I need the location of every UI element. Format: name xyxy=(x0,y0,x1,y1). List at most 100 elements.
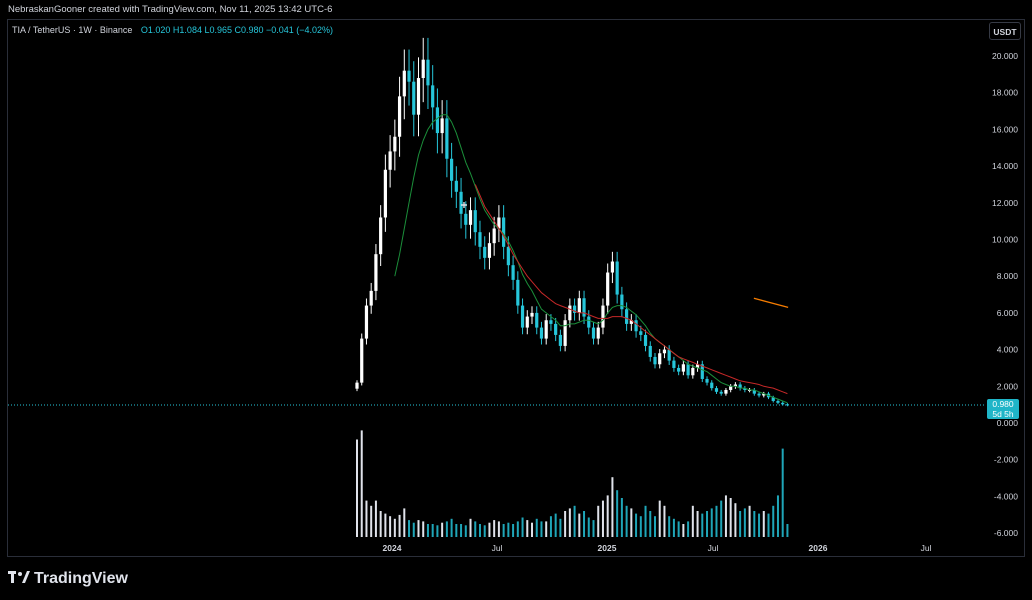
volume-bar xyxy=(758,513,761,537)
volume-bar xyxy=(743,508,746,537)
volume-bar xyxy=(535,518,538,537)
y-tick-label: -2.000 xyxy=(994,455,1018,465)
candle-body xyxy=(714,388,719,392)
candle-body xyxy=(421,59,425,79)
volume-bar xyxy=(469,518,472,537)
candle-body xyxy=(487,243,492,258)
volume-bar xyxy=(625,505,628,537)
volume-bar xyxy=(441,522,444,537)
volume-bar xyxy=(781,448,784,537)
y-tick-label: 20.000 xyxy=(992,51,1018,61)
volume-bar xyxy=(578,513,581,537)
candle-body xyxy=(549,320,553,324)
candle-body xyxy=(402,70,406,97)
candle-body xyxy=(431,85,435,108)
candle-body xyxy=(653,356,657,365)
last-price-tag: 0.980 5d 5h xyxy=(987,399,1019,419)
candle-body xyxy=(729,386,733,390)
candle-body xyxy=(677,367,681,372)
volume-bar xyxy=(422,521,425,537)
currency-button[interactable]: USDT xyxy=(989,22,1021,40)
volume-bar xyxy=(668,516,671,537)
volume-bar xyxy=(583,511,586,537)
candle-body xyxy=(695,364,700,368)
candle-body xyxy=(762,393,766,396)
candle-body xyxy=(620,294,624,310)
candle-body xyxy=(506,246,510,266)
candle-body xyxy=(743,388,747,390)
candle-body xyxy=(397,96,402,137)
volume-bar xyxy=(597,505,600,537)
candle-body xyxy=(355,382,359,389)
volume-bar xyxy=(649,511,652,537)
candle-body xyxy=(724,389,728,394)
candle-body xyxy=(582,298,586,317)
candle-body xyxy=(639,331,643,335)
volume-bar xyxy=(460,524,463,537)
volume-bar xyxy=(710,508,713,537)
candle-body xyxy=(407,70,411,82)
candle-body xyxy=(520,305,525,328)
candle-body xyxy=(710,382,714,389)
candle-body xyxy=(719,391,723,394)
candle-body xyxy=(535,312,539,328)
chart-frame[interactable] xyxy=(7,19,1025,557)
candle-body xyxy=(539,327,544,339)
candle-body xyxy=(776,400,780,403)
candle-body xyxy=(568,305,572,321)
candle-body xyxy=(610,261,615,273)
volume-bar xyxy=(663,505,666,537)
candle-body xyxy=(785,404,790,406)
volume-bar xyxy=(398,514,401,537)
volume-bar xyxy=(502,524,505,537)
volume-bar xyxy=(720,500,723,537)
candle-body xyxy=(615,261,619,295)
symbol-name[interactable]: TIA / TetherUS · 1W · Binance xyxy=(12,25,133,35)
volume-bar xyxy=(507,522,510,537)
y-tick-label: 4.000 xyxy=(997,345,1019,355)
volume-bar xyxy=(512,524,515,537)
x-tick-label: 2025 xyxy=(598,543,617,553)
y-tick-label: 14.000 xyxy=(992,161,1018,171)
candle-body xyxy=(572,305,577,313)
candle-body xyxy=(658,353,662,365)
candle-body xyxy=(440,118,444,134)
candle-body xyxy=(738,384,742,389)
volume-bar xyxy=(426,524,429,537)
volume-bar xyxy=(408,520,411,537)
x-tick-label: Jul xyxy=(921,543,932,553)
tradingview-watermark[interactable]: TradingView xyxy=(8,570,128,588)
volume-bar xyxy=(403,508,406,537)
candle-body xyxy=(591,327,596,339)
volume-bar xyxy=(772,505,775,537)
volume-bar xyxy=(620,498,623,537)
candle-body xyxy=(374,254,378,291)
volume-bar xyxy=(606,495,609,537)
candle-body xyxy=(492,228,496,244)
volume-bar xyxy=(374,500,377,537)
volume-bar xyxy=(715,505,718,537)
volume-bar xyxy=(540,521,543,537)
volume-bar xyxy=(762,511,765,537)
volume-bar xyxy=(412,522,415,537)
candle-body xyxy=(360,338,364,383)
volume-bar xyxy=(393,518,396,537)
candle-body xyxy=(478,232,482,247)
candle-body xyxy=(450,158,454,181)
volume-bar xyxy=(630,508,633,537)
candle-body xyxy=(502,217,506,247)
candle-body xyxy=(563,320,567,346)
volume-bar xyxy=(776,495,779,537)
candle-body xyxy=(393,136,397,152)
volume-bar xyxy=(483,525,486,537)
candle-body xyxy=(369,290,373,306)
volume-bar xyxy=(701,513,704,537)
candle-body xyxy=(525,316,529,328)
volume-bar xyxy=(767,513,770,537)
candle-body xyxy=(544,320,548,339)
candle-body xyxy=(587,316,591,328)
volume-bar xyxy=(564,511,567,537)
volume-bar xyxy=(734,503,737,537)
candle-body xyxy=(497,217,501,229)
